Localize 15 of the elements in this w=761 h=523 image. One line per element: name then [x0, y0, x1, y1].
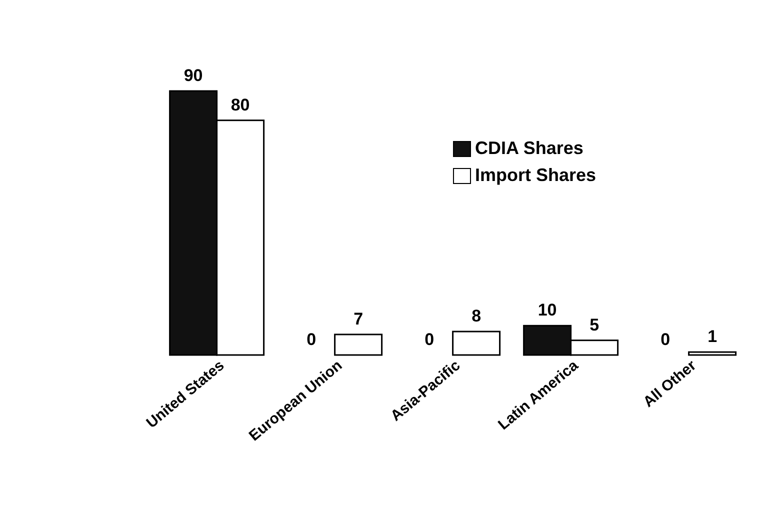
- data-label: 90: [184, 66, 203, 85]
- bar: [334, 334, 383, 356]
- bar: [452, 330, 501, 356]
- legend-label: CDIA Shares: [475, 138, 584, 159]
- data-label: 0: [424, 330, 434, 349]
- data-label: 0: [660, 330, 670, 349]
- data-label: 80: [230, 95, 250, 114]
- bar: [688, 351, 737, 356]
- legend-label: Import Shares: [475, 165, 596, 186]
- data-label: 5: [590, 315, 600, 334]
- data-label: 7: [354, 309, 364, 328]
- data-label: 10: [538, 300, 557, 320]
- data-label: 0: [306, 330, 316, 349]
- data-label: 8: [472, 306, 482, 326]
- data-label: 1: [708, 327, 718, 346]
